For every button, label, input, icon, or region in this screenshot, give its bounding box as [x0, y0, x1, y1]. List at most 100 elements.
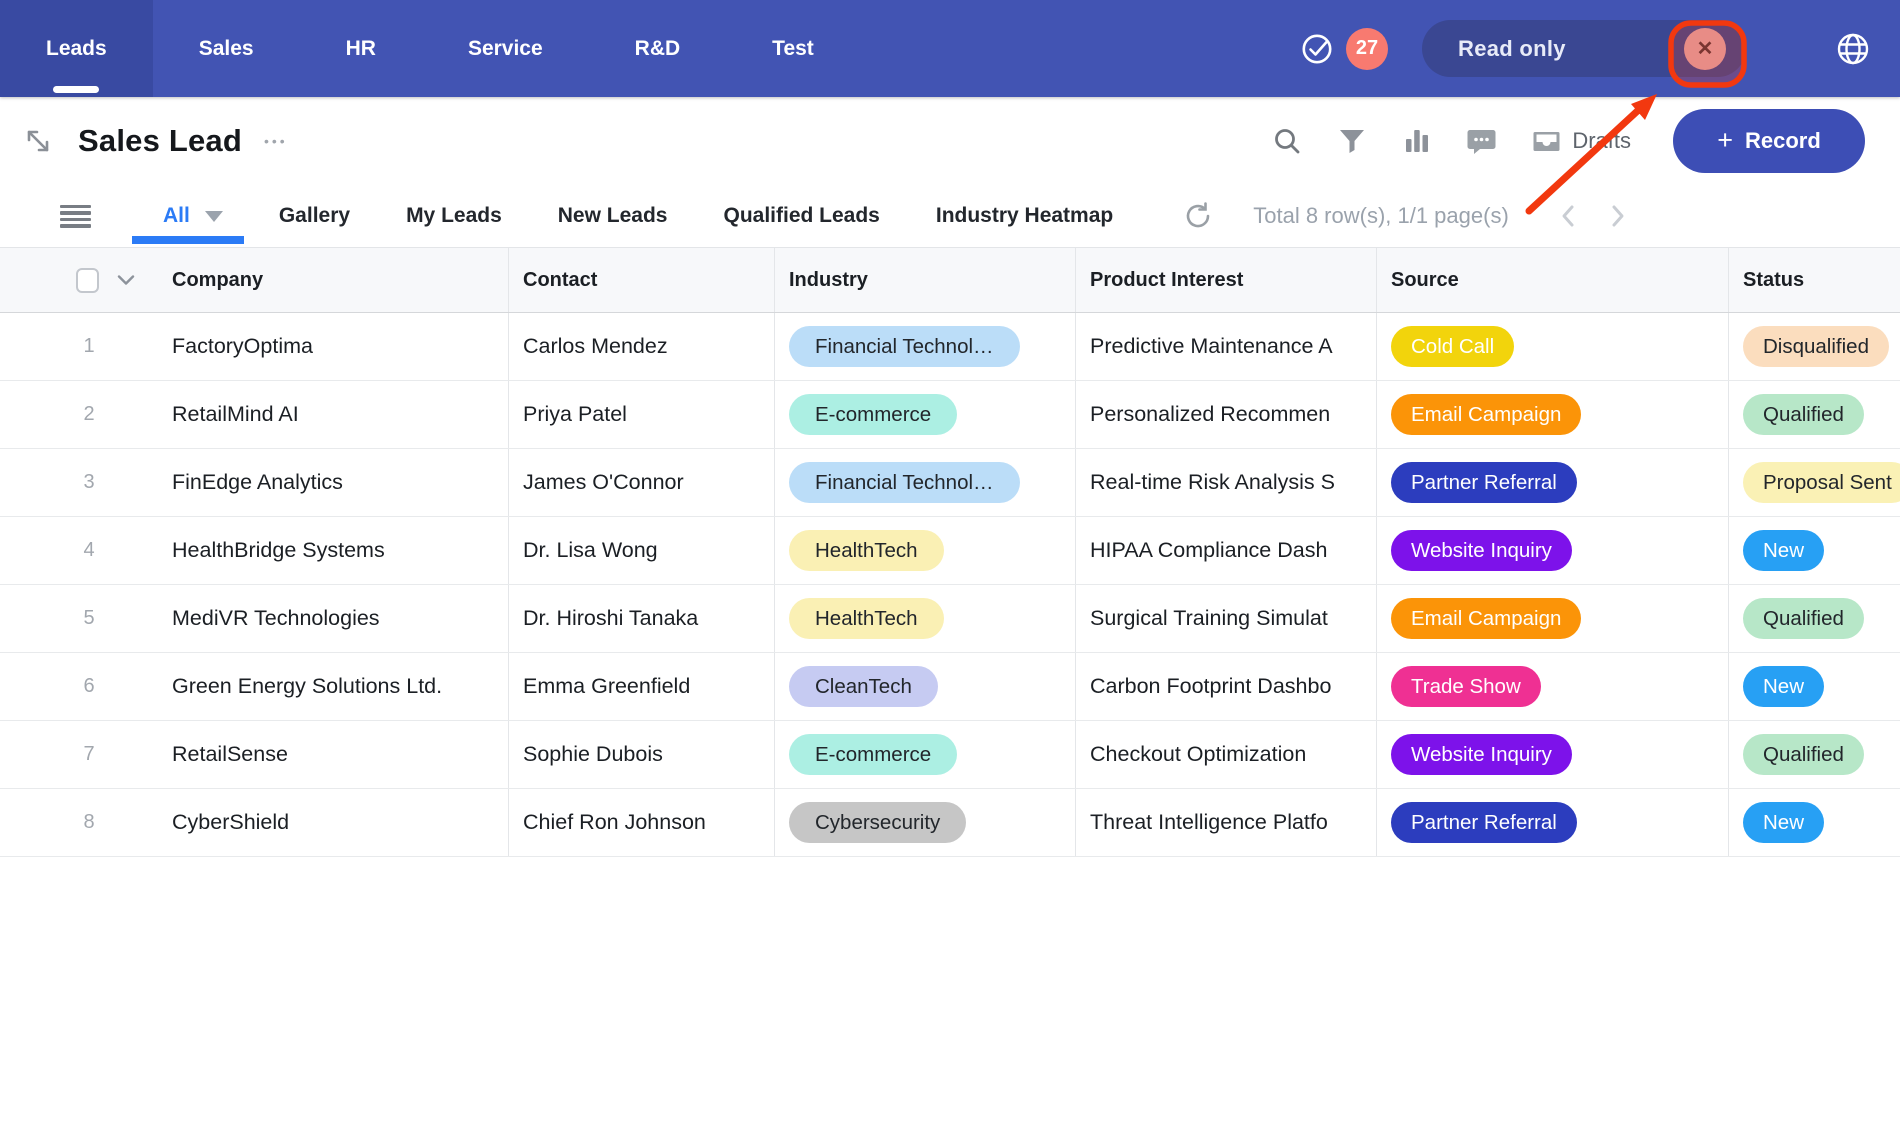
nav-tab-r-d[interactable]: R&D	[634, 36, 681, 60]
view-dropdown-caret[interactable]	[204, 210, 223, 222]
nav-tab-service[interactable]: Service	[467, 36, 543, 60]
industry-cell[interactable]: CleanTech	[774, 653, 1075, 720]
next-page-icon[interactable]	[1607, 203, 1629, 229]
status-cell[interactable]: Qualified	[1728, 721, 1900, 788]
row-number-cell[interactable]: 1	[0, 313, 158, 380]
contact-cell[interactable]: Sophie Dubois	[508, 721, 774, 788]
row-number-cell[interactable]: 8	[0, 789, 158, 856]
product-interest-cell[interactable]: HIPAA Compliance Dash	[1075, 517, 1376, 584]
company-cell[interactable]: FinEdge Analytics	[172, 470, 343, 494]
source-cell[interactable]: Email Campaign	[1376, 585, 1728, 652]
table-row[interactable]: 1 FactoryOptima Carlos Mendez Financial …	[0, 313, 1900, 381]
industry-cell[interactable]: HealthTech	[774, 585, 1075, 652]
column-header-contact[interactable]: Contact	[508, 248, 774, 312]
nav-tab-test[interactable]: Test	[772, 36, 814, 60]
contact-cell[interactable]: Emma Greenfield	[508, 653, 774, 720]
nav-tab-hr[interactable]: HR	[345, 36, 376, 60]
view-tab-industry-heatmap[interactable]: Industry Heatmap	[935, 204, 1114, 227]
view-tab-new-leads[interactable]: New Leads	[557, 204, 668, 227]
nav-tab-leads[interactable]: Leads	[0, 0, 153, 97]
contact-cell[interactable]: Dr. Lisa Wong	[508, 517, 774, 584]
view-tab-qualified-leads[interactable]: Qualified Leads	[723, 204, 880, 227]
company-cell[interactable]: RetailSense	[172, 742, 288, 766]
industry-cell[interactable]: Cybersecurity	[774, 789, 1075, 856]
contact-cell[interactable]: Chief Ron Johnson	[508, 789, 774, 856]
column-header-product-interest[interactable]: Product Interest	[1075, 248, 1376, 312]
source-cell[interactable]: Cold Call	[1376, 313, 1728, 380]
contact-cell[interactable]: James O'Connor	[508, 449, 774, 516]
industry-cell[interactable]: E-commerce	[774, 381, 1075, 448]
status-cell[interactable]: Disqualified	[1728, 313, 1900, 380]
select-all-checkbox[interactable]	[76, 267, 99, 293]
view-tab-my-leads[interactable]: My Leads	[406, 204, 502, 227]
industry-cell[interactable]: Financial Technol…	[774, 313, 1075, 380]
company-cell[interactable]: MediVR Technologies	[172, 606, 380, 630]
refresh-icon[interactable]	[1183, 201, 1213, 231]
search-icon[interactable]	[1271, 126, 1302, 157]
nav-tab-sales[interactable]: Sales	[198, 36, 254, 60]
view-tab-all[interactable]: All	[132, 185, 244, 247]
status-cell[interactable]: Qualified	[1728, 585, 1900, 652]
industry-cell[interactable]: E-commerce	[774, 721, 1075, 788]
read-only-close-button[interactable]: ✕	[1684, 27, 1726, 70]
status-cell[interactable]: New	[1728, 517, 1900, 584]
company-cell[interactable]: Green Energy Solutions Ltd.	[172, 674, 443, 698]
comment-icon[interactable]	[1466, 126, 1497, 157]
company-cell[interactable]: HealthBridge Systems	[172, 538, 385, 562]
status-cell[interactable]: Qualified	[1728, 381, 1900, 448]
row-number-cell[interactable]: 3	[0, 449, 158, 516]
industry-cell[interactable]: HealthTech	[774, 517, 1075, 584]
table-row[interactable]: 4 HealthBridge Systems Dr. Lisa Wong Hea…	[0, 517, 1900, 585]
source-cell[interactable]: Partner Referral	[1376, 449, 1728, 516]
company-cell[interactable]: CyberShield	[172, 810, 290, 834]
table-row[interactable]: 6 Green Energy Solutions Ltd. Emma Green…	[0, 653, 1900, 721]
company-cell[interactable]: RetailMind AI	[172, 402, 299, 426]
product-interest-cell[interactable]: Checkout Optimization	[1075, 721, 1376, 788]
status-cell[interactable]: New	[1728, 653, 1900, 720]
product-interest-cell[interactable]: Surgical Training Simulat	[1075, 585, 1376, 652]
product-interest-cell[interactable]: Carbon Footprint Dashbo	[1075, 653, 1376, 720]
prev-page-icon[interactable]	[1557, 203, 1579, 229]
chart-icon[interactable]	[1401, 126, 1432, 157]
row-number-cell[interactable]: 4	[0, 517, 158, 584]
table-row[interactable]: 5 MediVR Technologies Dr. Hiroshi Tanaka…	[0, 585, 1900, 653]
industry-cell[interactable]: Financial Technol…	[774, 449, 1075, 516]
source-cell[interactable]: Website Inquiry	[1376, 721, 1728, 788]
expand-icon[interactable]	[22, 125, 54, 157]
drafts-button[interactable]: Drafts	[1531, 126, 1631, 157]
source-cell[interactable]: Partner Referral	[1376, 789, 1728, 856]
table-row[interactable]: 8 CyberShield Chief Ron Johnson Cybersec…	[0, 789, 1900, 857]
filter-icon[interactable]	[1336, 126, 1367, 157]
contact-cell[interactable]: Carlos Mendez	[508, 313, 774, 380]
row-number-cell[interactable]: 2	[0, 381, 158, 448]
source-cell[interactable]: Website Inquiry	[1376, 517, 1728, 584]
product-interest-cell[interactable]: Predictive Maintenance A	[1075, 313, 1376, 380]
contact-cell[interactable]: Dr. Hiroshi Tanaka	[508, 585, 774, 652]
row-number-cell[interactable]: 5	[0, 585, 158, 652]
product-interest-cell[interactable]: Threat Intelligence Platfo	[1075, 789, 1376, 856]
company-cell[interactable]: FactoryOptima	[172, 334, 313, 358]
notification-badge[interactable]: 27	[1346, 27, 1388, 70]
column-header-source[interactable]: Source	[1376, 248, 1728, 312]
source-cell[interactable]: Email Campaign	[1376, 381, 1728, 448]
status-cell[interactable]: Proposal Sent	[1728, 449, 1900, 516]
globe-icon[interactable]	[1834, 30, 1872, 68]
column-header-industry[interactable]: Industry	[774, 248, 1075, 312]
status-cell[interactable]: New	[1728, 789, 1900, 856]
source-cell[interactable]: Trade Show	[1376, 653, 1728, 720]
column-header-company[interactable]: Company	[172, 268, 264, 291]
view-list-menu-icon[interactable]	[60, 204, 91, 228]
contact-cell[interactable]: Priya Patel	[508, 381, 774, 448]
column-header-status[interactable]: Status	[1728, 248, 1900, 312]
row-number-cell[interactable]: 7	[0, 721, 158, 788]
add-record-button[interactable]: + Record	[1673, 109, 1865, 173]
table-row[interactable]: 7 RetailSense Sophie Dubois E-commerce C…	[0, 721, 1900, 789]
view-tab-gallery[interactable]: Gallery	[278, 204, 351, 227]
row-number-cell[interactable]: 6	[0, 653, 158, 720]
check-circle-icon[interactable]	[1300, 32, 1334, 66]
table-row[interactable]: 2 RetailMind AI Priya Patel E-commerce P…	[0, 381, 1900, 449]
table-row[interactable]: 3 FinEdge Analytics James O'Connor Finan…	[0, 449, 1900, 517]
table-menu-dots[interactable]: •••	[263, 133, 288, 149]
product-interest-cell[interactable]: Real-time Risk Analysis S	[1075, 449, 1376, 516]
chevron-down-icon[interactable]	[117, 274, 135, 286]
